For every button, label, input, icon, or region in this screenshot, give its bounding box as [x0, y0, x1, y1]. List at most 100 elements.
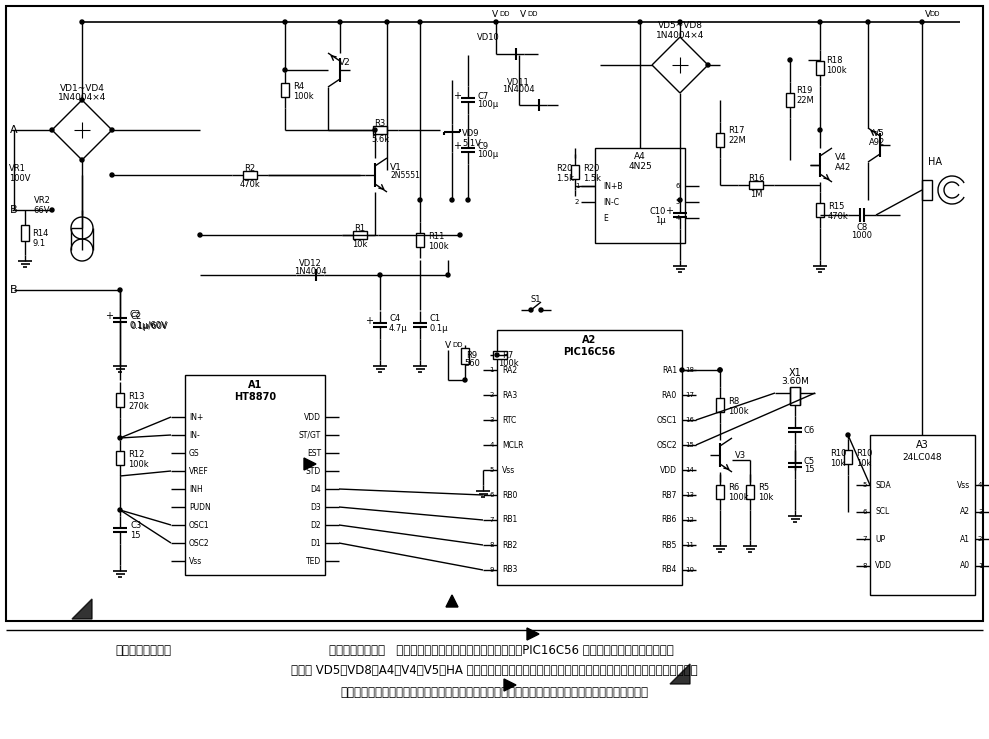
Text: 5.6k: 5.6k — [371, 134, 389, 143]
Text: 470k: 470k — [239, 180, 260, 188]
Text: C3: C3 — [130, 522, 141, 531]
Text: R4: R4 — [293, 81, 305, 90]
Text: 拨打业务性电话，先拨通用密码，然后再拨电话号码。挂机后，本机自动返回限制非业务性电话状态: 拨打业务性电话，先拨通用密码，然后再拨电话号码。挂机后，本机自动返回限制非业务性… — [340, 686, 648, 698]
Text: VDD: VDD — [660, 466, 677, 474]
Text: 4N25: 4N25 — [628, 162, 652, 171]
Text: VD10: VD10 — [477, 33, 499, 41]
Polygon shape — [72, 599, 92, 619]
Text: 1N4004×4: 1N4004×4 — [57, 92, 106, 101]
Text: 100k: 100k — [293, 92, 314, 101]
Text: VR1: VR1 — [9, 163, 26, 172]
Text: A: A — [10, 125, 18, 135]
Text: 10: 10 — [685, 567, 694, 573]
Text: DD: DD — [452, 342, 463, 348]
Text: R11: R11 — [428, 231, 444, 240]
Text: DD: DD — [929, 11, 940, 17]
Bar — [716, 398, 724, 412]
Circle shape — [529, 308, 533, 312]
Bar — [493, 351, 507, 359]
Bar — [373, 126, 387, 134]
Bar — [497, 330, 682, 585]
Text: R3: R3 — [375, 118, 386, 128]
Bar — [816, 203, 824, 217]
Text: 2N5551: 2N5551 — [390, 171, 420, 180]
Circle shape — [466, 198, 470, 202]
Text: RB2: RB2 — [502, 540, 517, 550]
Text: 5.1V: 5.1V — [462, 138, 481, 148]
Text: C8: C8 — [856, 222, 867, 231]
Text: VD1~VD4: VD1~VD4 — [59, 84, 105, 92]
Circle shape — [110, 173, 114, 177]
Text: D1: D1 — [311, 539, 321, 548]
Text: R17: R17 — [728, 126, 745, 134]
Text: 3.60M: 3.60M — [781, 376, 809, 386]
Text: 3: 3 — [978, 509, 982, 515]
Text: A3: A3 — [916, 440, 929, 450]
Text: 9.1: 9.1 — [32, 239, 45, 248]
Text: D4: D4 — [311, 485, 321, 494]
Bar — [281, 83, 289, 97]
Text: V3: V3 — [735, 451, 746, 460]
Text: R18: R18 — [826, 55, 843, 64]
Text: C2
0.1μ/60V: C2 0.1μ/60V — [129, 310, 167, 330]
Text: C4: C4 — [389, 313, 401, 322]
Text: 10k: 10k — [352, 239, 368, 248]
Text: DD: DD — [499, 11, 509, 17]
Text: R10: R10 — [856, 449, 872, 457]
Circle shape — [418, 198, 422, 202]
Circle shape — [373, 128, 377, 132]
Text: 100k: 100k — [728, 406, 749, 415]
Text: C7: C7 — [477, 92, 489, 101]
Circle shape — [846, 433, 850, 437]
Text: RB4: RB4 — [662, 565, 677, 574]
Text: E: E — [603, 214, 608, 222]
Text: 7: 7 — [862, 536, 867, 542]
Text: Vss: Vss — [956, 480, 970, 489]
Text: C6: C6 — [804, 426, 815, 435]
Text: RB6: RB6 — [662, 516, 677, 525]
Polygon shape — [304, 458, 316, 470]
Polygon shape — [670, 664, 690, 684]
Text: 100k: 100k — [728, 494, 749, 503]
Text: V: V — [445, 341, 451, 350]
Text: TED: TED — [306, 556, 321, 565]
Text: R12: R12 — [128, 449, 144, 458]
Text: MCLR: MCLR — [502, 440, 523, 449]
Text: R9: R9 — [467, 350, 478, 359]
Text: 470k: 470k — [828, 211, 849, 220]
Text: PUDN: PUDN — [189, 503, 211, 511]
Circle shape — [818, 128, 822, 132]
Text: A42: A42 — [835, 163, 852, 171]
Circle shape — [678, 20, 682, 24]
Text: RB5: RB5 — [662, 540, 677, 550]
Text: RB0: RB0 — [502, 491, 517, 500]
Text: 100μ: 100μ — [477, 100, 498, 109]
Polygon shape — [932, 531, 952, 567]
Text: R14: R14 — [32, 228, 48, 237]
Text: RA3: RA3 — [502, 390, 517, 400]
Text: R2: R2 — [244, 163, 255, 172]
Text: 部分由 VD5～VD8、A4、V4、V5、HA 构成。本机操作方法十分简便，对业务性电话不加限制，可直接拨号；如欲: 部分由 VD5～VD8、A4、V4、V5、HA 构成。本机操作方法十分简便，对业… — [291, 664, 697, 676]
Text: C2: C2 — [130, 312, 141, 321]
Text: +: + — [365, 316, 373, 326]
Text: 15: 15 — [130, 531, 140, 540]
Text: 10k: 10k — [758, 494, 773, 503]
Text: V1: V1 — [390, 163, 402, 171]
Text: R8: R8 — [728, 397, 739, 406]
Text: 1.5k: 1.5k — [583, 174, 601, 183]
Text: A2: A2 — [960, 508, 970, 517]
Text: 18: 18 — [685, 367, 694, 373]
Text: B: B — [10, 285, 18, 295]
Text: VD5~VD8: VD5~VD8 — [658, 21, 702, 30]
Circle shape — [706, 63, 710, 67]
Polygon shape — [446, 595, 458, 607]
Text: A2: A2 — [582, 335, 596, 345]
Text: GS: GS — [189, 449, 200, 457]
Bar — [116, 393, 124, 407]
Text: A1: A1 — [960, 534, 970, 543]
Circle shape — [283, 68, 287, 72]
Bar — [21, 225, 29, 241]
Text: 8: 8 — [490, 542, 494, 548]
Text: VDD: VDD — [304, 412, 321, 421]
Text: 100k: 100k — [128, 460, 148, 469]
